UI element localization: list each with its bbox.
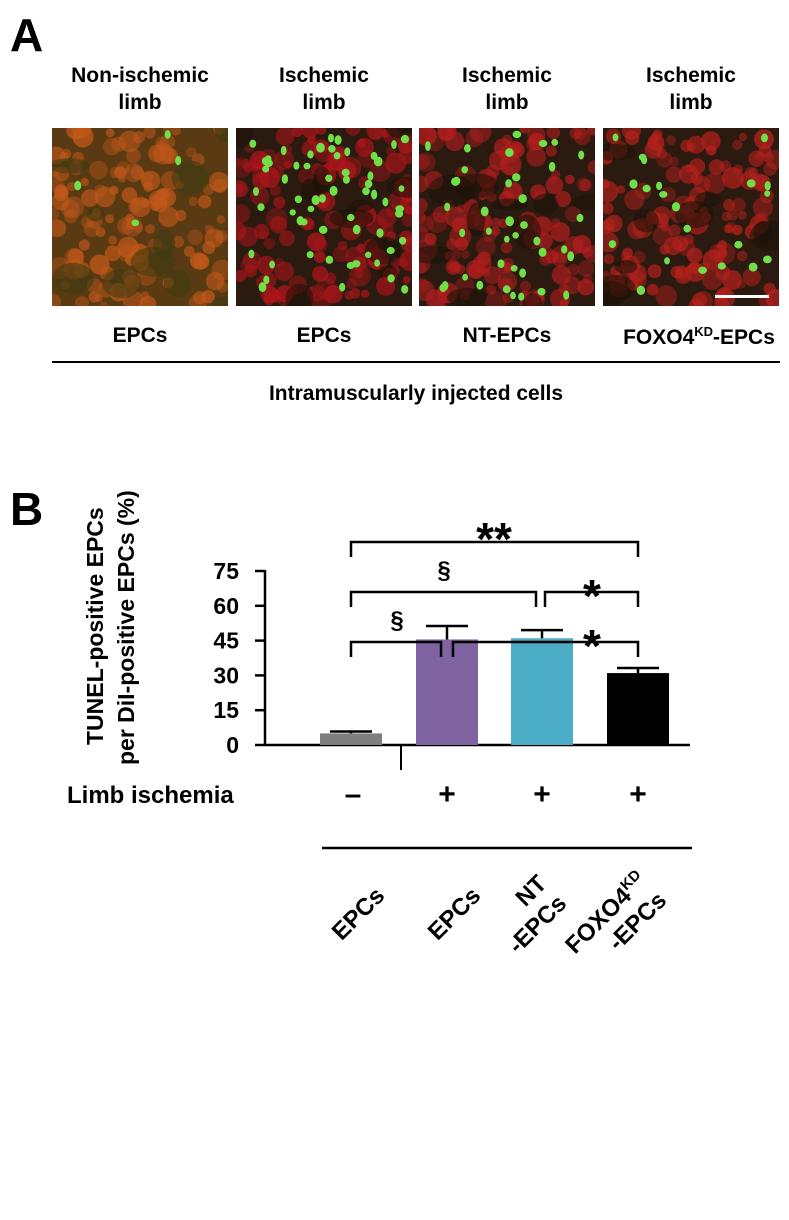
limb-label-line1: Ischemic [462, 64, 552, 87]
x-tick-label-line: EPCs [327, 882, 390, 945]
ischemia-sign-4: + [629, 778, 647, 811]
x-tick-label-line: EPCs [423, 882, 486, 945]
significance-bracket-4 [349, 640, 443, 657]
significance-bracket-1 [349, 540, 640, 557]
panel-a-letter: A [10, 9, 44, 61]
y-tick-label: 15 [213, 697, 239, 723]
limb-label-line1: Ischemic [646, 64, 736, 87]
x-tick-label-4: FOXO4KD-EPCs [560, 866, 672, 959]
limb-label-line2: limb [302, 91, 346, 114]
panel-b-letter: B [10, 483, 44, 535]
significance-bracket-2 [349, 590, 538, 607]
injected-cell-label-4: FOXO4KD-EPCs [623, 324, 775, 349]
significance-label-2: § [437, 557, 450, 584]
micrograph-image-2 [236, 128, 412, 306]
ischemia-sign-2: + [438, 778, 456, 811]
y-tick-label: 75 [213, 558, 239, 584]
significance-bracket-3 [543, 590, 640, 607]
micrograph-image-3 [419, 128, 595, 306]
y-tick-label: 0 [226, 732, 239, 758]
bar-4 [607, 673, 669, 745]
y-tick-label: 45 [213, 628, 239, 654]
micrograph-title-3: Ischemic limb [412, 62, 602, 116]
x-tick-label-3: NT-EPCs [503, 870, 572, 959]
bar-1 [320, 733, 382, 745]
y-tick-label: 60 [213, 593, 239, 619]
significance-bracket-5 [451, 640, 640, 657]
significance-label-5: * [583, 620, 601, 672]
y-axis-label-line1: TUNEL-positive EPCs [82, 507, 108, 745]
panel-a-divider [52, 361, 780, 363]
ischemia-sign-3: + [533, 778, 551, 811]
limb-label-line2: limb [669, 91, 713, 114]
injected-cell-label-2: EPCs [296, 324, 352, 347]
x-tick-label-2: EPCs [423, 882, 486, 945]
micrograph-title-1: Non-ischemic limb [45, 62, 235, 116]
scale-bar [715, 295, 769, 298]
bar-2 [416, 639, 478, 745]
limb-ischemia-label: Limb ischemia [67, 782, 234, 809]
significance-label-1: ** [476, 513, 512, 565]
limb-label-line2: limb [118, 91, 162, 114]
injected-cells-caption: Intramuscularly injected cells [268, 382, 564, 405]
micrograph-image-1 [52, 128, 228, 306]
micrograph-image-4 [603, 128, 779, 306]
bar-3 [511, 638, 573, 745]
limb-label-line2: limb [485, 91, 529, 114]
ischemia-sign-1: – [345, 778, 362, 811]
y-axis-label-line2: per DiI-positive EPCs (%) [113, 490, 139, 765]
micrograph-title-2: Ischemic limb [229, 62, 419, 116]
significance-label-3: * [583, 570, 601, 622]
micrograph-title-4: Ischemic limb [596, 62, 786, 116]
y-tick-label: 30 [213, 662, 239, 688]
limb-label-line1: Non-ischemic [71, 64, 209, 87]
limb-label-line1: Ischemic [279, 64, 369, 87]
significance-label-4: § [390, 607, 403, 634]
injected-cell-label-3: NT-EPCs [462, 324, 552, 347]
x-tick-label-1: EPCs [327, 882, 390, 945]
injected-cell-label-1: EPCs [112, 324, 168, 347]
